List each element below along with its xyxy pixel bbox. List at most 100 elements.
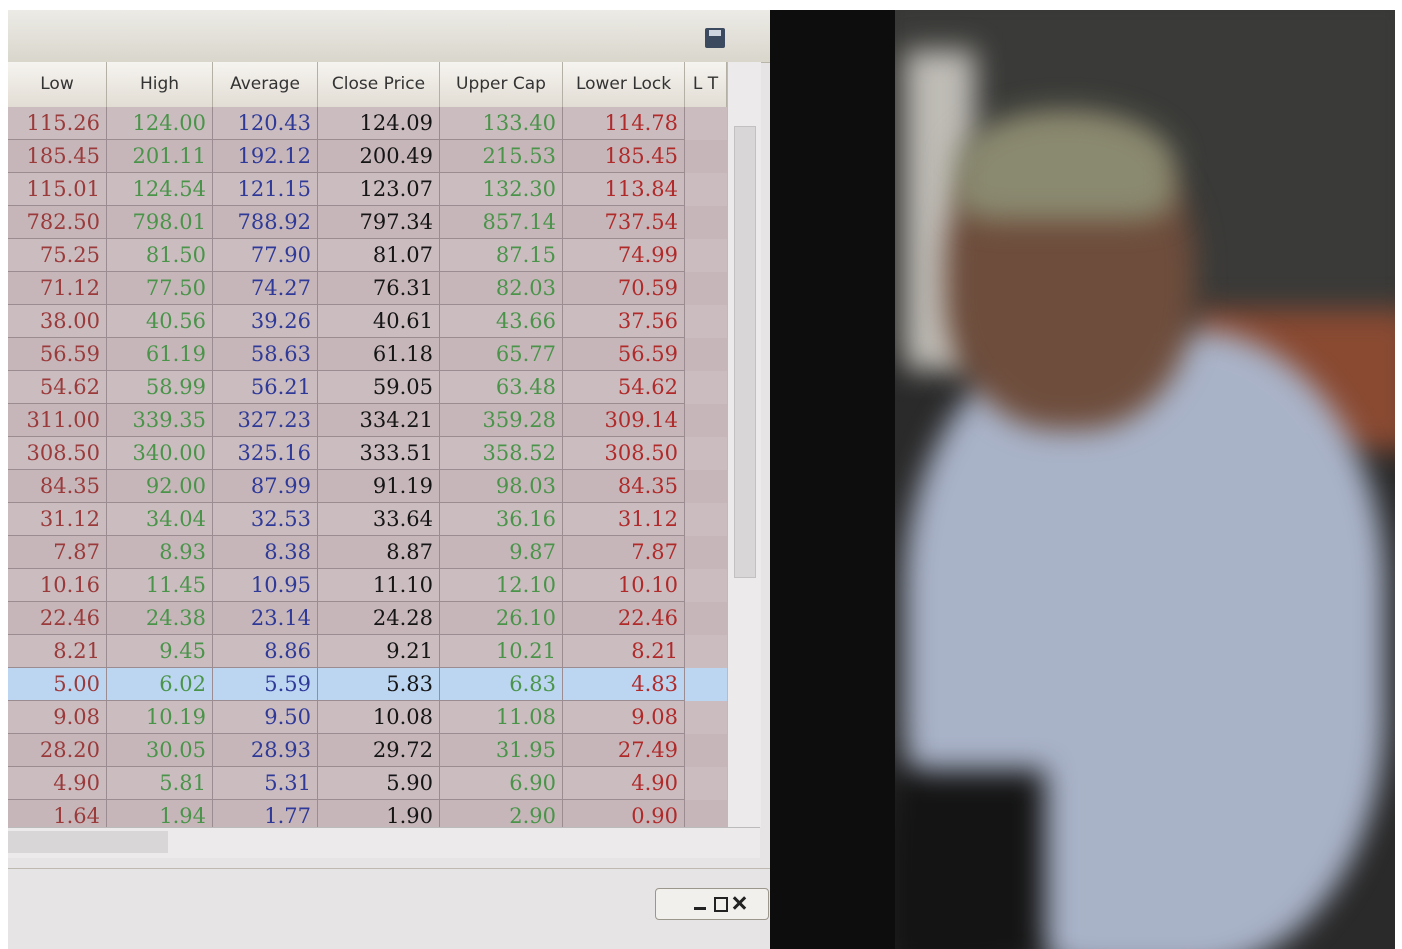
cell: 857.14 (440, 206, 563, 239)
maximize-button[interactable] (714, 897, 728, 912)
cell-empty (685, 536, 727, 570)
cell: 798.01 (107, 206, 213, 239)
cell: 737.54 (563, 206, 685, 239)
cell: 23.14 (213, 602, 318, 635)
scroll-thumb[interactable] (8, 831, 168, 853)
cell: 113.84 (563, 173, 685, 206)
cell: 8.21 (8, 635, 107, 668)
cell: 9.08 (563, 701, 685, 734)
cell: 87.99 (213, 470, 318, 503)
cell: 34.04 (107, 503, 213, 536)
cell-empty (685, 767, 727, 801)
cell: 74.27 (213, 272, 318, 305)
cell: 0.90 (563, 800, 685, 827)
cell: 9.08 (8, 701, 107, 734)
cell: 56.59 (8, 338, 107, 371)
cell: 6.90 (440, 767, 563, 800)
column-header[interactable]: High (107, 62, 213, 107)
cell: 782.50 (8, 206, 107, 239)
cell: 9.45 (107, 635, 213, 668)
cell: 359.28 (440, 404, 563, 437)
cell: 24.38 (107, 602, 213, 635)
cell: 36.16 (440, 503, 563, 536)
cell: 5.90 (318, 767, 440, 800)
cell: 185.45 (8, 140, 107, 173)
cell: 39.26 (213, 305, 318, 338)
cell: 8.87 (318, 536, 440, 569)
cell-empty (685, 140, 727, 174)
cell: 58.99 (107, 371, 213, 404)
column-header[interactable]: Low (8, 62, 107, 107)
cell-empty (685, 272, 727, 306)
cell-empty (685, 635, 727, 669)
cell: 4.90 (563, 767, 685, 800)
cell: 61.19 (107, 338, 213, 371)
cell: 8.38 (213, 536, 318, 569)
cell: 98.03 (440, 470, 563, 503)
cell: 340.00 (107, 437, 213, 470)
cell: 200.49 (318, 140, 440, 173)
cell: 33.64 (318, 503, 440, 536)
chair (895, 770, 1045, 949)
cell: 31.12 (563, 503, 685, 536)
vertical-scrollbar[interactable] (727, 62, 761, 827)
column-header[interactable]: Close Price (318, 62, 440, 107)
cell-empty (685, 734, 727, 768)
cell: 22.46 (8, 602, 107, 635)
cell: 82.03 (440, 272, 563, 305)
cell-empty (685, 305, 727, 339)
cell: 59.05 (318, 371, 440, 404)
cell: 4.83 (563, 668, 685, 701)
cell: 10.95 (213, 569, 318, 602)
cell: 71.12 (8, 272, 107, 305)
column-header[interactable]: Lower Lock (563, 62, 685, 107)
cell: 32.53 (213, 503, 318, 536)
cell: 4.90 (8, 767, 107, 800)
window-controls[interactable] (655, 888, 769, 920)
cell: 9.21 (318, 635, 440, 668)
cell-empty (685, 602, 727, 636)
column-header[interactable]: Average (213, 62, 318, 107)
cell: 24.28 (318, 602, 440, 635)
cell: 120.43 (213, 107, 318, 140)
scroll-thumb[interactable] (734, 126, 756, 578)
cell: 334.21 (318, 404, 440, 437)
cell: 10.16 (8, 569, 107, 602)
cell: 76.31 (318, 272, 440, 305)
cell: 56.21 (213, 371, 318, 404)
cell-empty (685, 668, 727, 702)
cell: 22.46 (563, 602, 685, 635)
cell: 77.50 (107, 272, 213, 305)
cell: 84.35 (8, 470, 107, 503)
cell: 308.50 (563, 437, 685, 470)
cell: 40.61 (318, 305, 440, 338)
toolbar (8, 10, 770, 63)
cell: 2.90 (440, 800, 563, 827)
cell-empty (685, 800, 727, 827)
cell-empty (685, 437, 727, 471)
cell: 333.51 (318, 437, 440, 470)
cell: 10.19 (107, 701, 213, 734)
cell-empty (685, 404, 727, 438)
cell: 38.00 (8, 305, 107, 338)
minimize-button[interactable] (694, 907, 706, 910)
cell: 6.83 (440, 668, 563, 701)
cell: 5.59 (213, 668, 318, 701)
cell: 7.87 (8, 536, 107, 569)
cell-empty (685, 701, 727, 735)
column-header[interactable]: Upper Cap (440, 62, 563, 107)
cell: 31.12 (8, 503, 107, 536)
cell: 40.56 (107, 305, 213, 338)
cell: 70.59 (563, 272, 685, 305)
horizontal-scrollbar[interactable] (8, 827, 760, 858)
cell: 311.00 (8, 404, 107, 437)
cell-empty (685, 470, 727, 504)
cell: 115.26 (8, 107, 107, 140)
column-header[interactable]: L T (685, 62, 727, 107)
cell: 91.19 (318, 470, 440, 503)
cell-empty (685, 503, 727, 537)
cell: 10.21 (440, 635, 563, 668)
cell-empty (685, 239, 727, 273)
cell: 43.66 (440, 305, 563, 338)
